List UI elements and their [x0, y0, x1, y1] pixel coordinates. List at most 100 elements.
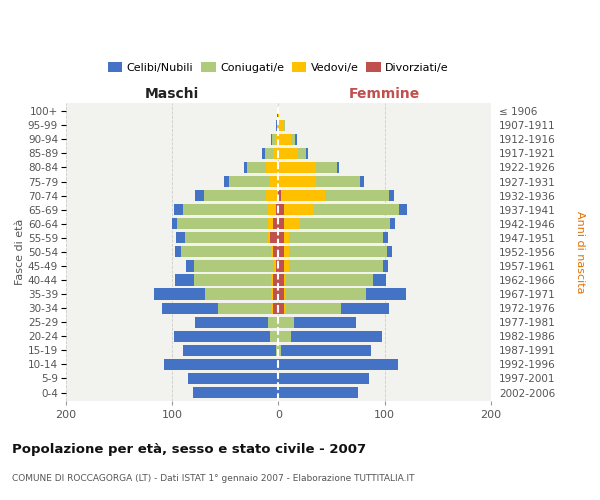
Bar — [276, 260, 278, 272]
Bar — [271, 134, 272, 145]
Bar — [224, 176, 229, 187]
Bar — [266, 162, 278, 173]
Bar — [278, 359, 398, 370]
Bar — [289, 232, 383, 243]
Bar — [314, 204, 398, 216]
Bar — [268, 232, 270, 243]
Bar — [273, 302, 278, 314]
Bar — [278, 246, 284, 258]
Bar — [278, 387, 358, 398]
Bar — [398, 204, 407, 216]
Text: COMUNE DI ROCCAGORGA (LT) - Dati ISTAT 1° gennaio 2007 - Elaborazione TUTTITALIA: COMUNE DI ROCCAGORGA (LT) - Dati ISTAT 1… — [12, 474, 415, 483]
Bar — [278, 148, 298, 159]
Bar — [306, 148, 308, 159]
Bar — [276, 120, 277, 131]
Bar — [373, 274, 386, 285]
Bar — [204, 190, 266, 201]
Bar — [387, 246, 392, 258]
Bar — [268, 218, 273, 230]
Bar — [275, 134, 278, 145]
Bar — [278, 162, 316, 173]
Bar — [390, 218, 395, 230]
Bar — [278, 204, 284, 216]
Bar — [182, 204, 268, 216]
Bar — [278, 302, 284, 314]
Bar — [365, 288, 406, 300]
Bar — [284, 232, 289, 243]
Bar — [291, 330, 382, 342]
Bar — [383, 260, 388, 272]
Bar — [194, 260, 274, 272]
Bar — [272, 134, 275, 145]
Bar — [299, 218, 390, 230]
Bar — [154, 288, 205, 300]
Bar — [325, 190, 389, 201]
Bar — [278, 176, 316, 187]
Bar — [284, 288, 286, 300]
Bar — [271, 288, 273, 300]
Bar — [341, 302, 389, 314]
Bar — [278, 344, 281, 356]
Bar — [278, 330, 291, 342]
Bar — [278, 190, 281, 201]
Bar — [273, 148, 278, 159]
Bar — [295, 134, 296, 145]
Bar — [273, 246, 278, 258]
Bar — [316, 176, 361, 187]
Bar — [270, 232, 278, 243]
Bar — [278, 288, 284, 300]
Bar — [163, 302, 218, 314]
Bar — [286, 274, 373, 285]
Bar — [284, 274, 286, 285]
Bar — [278, 316, 295, 328]
Bar — [229, 176, 270, 187]
Bar — [291, 134, 295, 145]
Bar — [278, 106, 280, 117]
Bar — [262, 148, 265, 159]
Bar — [270, 176, 278, 187]
Bar — [188, 373, 278, 384]
Bar — [361, 176, 364, 187]
Bar — [174, 204, 182, 216]
Bar — [185, 232, 268, 243]
Bar — [284, 302, 286, 314]
Bar — [284, 218, 299, 230]
Bar — [172, 218, 178, 230]
Bar — [196, 316, 268, 328]
Bar — [278, 373, 369, 384]
Bar — [298, 148, 306, 159]
Bar — [175, 274, 194, 285]
Bar — [383, 232, 388, 243]
Y-axis label: Anni di nascita: Anni di nascita — [575, 210, 585, 293]
Bar — [244, 162, 247, 173]
Bar — [196, 190, 204, 201]
Bar — [278, 218, 284, 230]
Bar — [205, 288, 271, 300]
Bar — [337, 162, 339, 173]
Y-axis label: Fasce di età: Fasce di età — [15, 218, 25, 285]
Bar — [278, 120, 284, 131]
Bar — [271, 302, 273, 314]
Bar — [286, 302, 341, 314]
Text: Popolazione per età, sesso e stato civile - 2007: Popolazione per età, sesso e stato civil… — [12, 442, 366, 456]
Text: Femmine: Femmine — [349, 87, 421, 101]
Bar — [174, 330, 270, 342]
Bar — [276, 344, 278, 356]
Bar — [281, 344, 371, 356]
Bar — [186, 260, 194, 272]
Bar — [181, 246, 271, 258]
Bar — [182, 344, 276, 356]
Bar — [274, 260, 276, 272]
Bar — [316, 162, 337, 173]
Bar — [193, 387, 278, 398]
Text: Maschi: Maschi — [145, 87, 199, 101]
Bar — [268, 204, 276, 216]
Bar — [164, 359, 278, 370]
Bar — [178, 218, 268, 230]
Bar — [277, 120, 278, 131]
Bar — [289, 246, 387, 258]
Bar — [273, 274, 278, 285]
Bar — [277, 106, 278, 117]
Bar — [271, 246, 273, 258]
Bar — [265, 148, 273, 159]
